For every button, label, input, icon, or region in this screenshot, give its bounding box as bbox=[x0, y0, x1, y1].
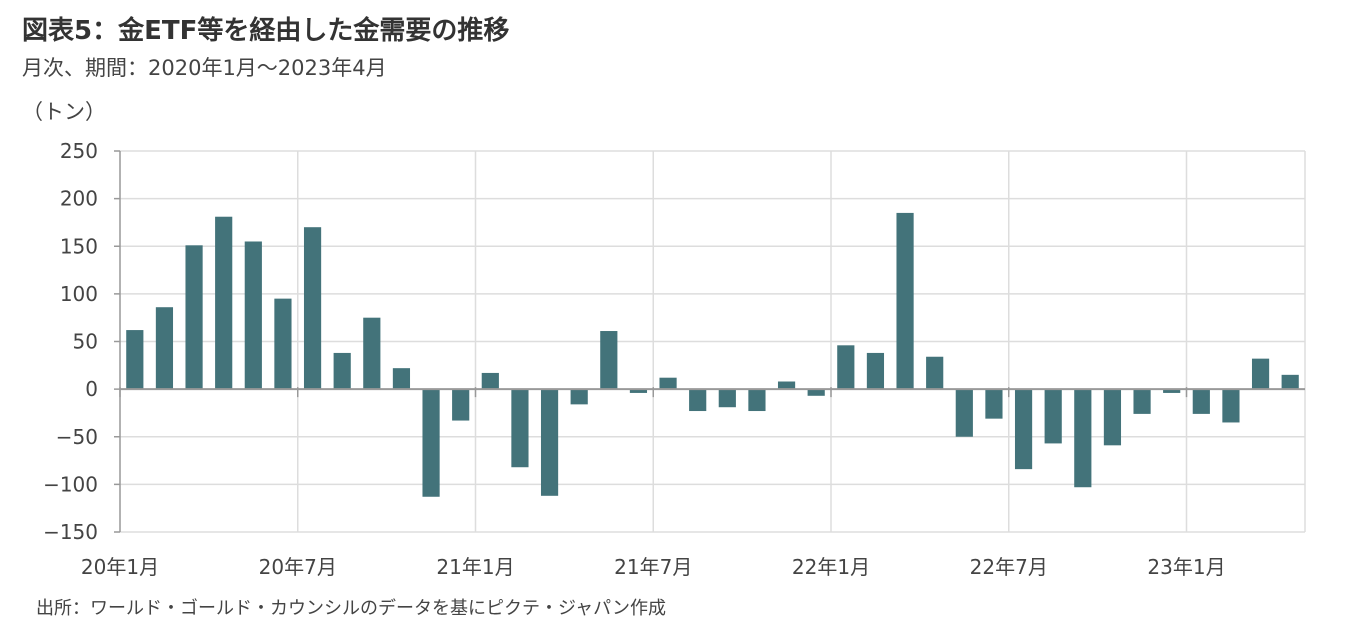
bar-2020-11 bbox=[422, 389, 440, 497]
bar-2022-12 bbox=[1163, 389, 1181, 393]
bar-2021-07 bbox=[659, 377, 677, 390]
bar-2021-09 bbox=[718, 389, 736, 408]
bar-2022-08 bbox=[1044, 389, 1062, 444]
y-axis-tick-labels: 250 200 150 100 50 0 −50 −100 −150 bbox=[43, 139, 98, 544]
bar-2022-07 bbox=[1014, 389, 1033, 470]
y-tick-label: 50 bbox=[73, 330, 98, 354]
y-tick-label: 0 bbox=[85, 377, 98, 401]
y-tick-label: −150 bbox=[43, 520, 98, 544]
bar-2023-01 bbox=[1192, 389, 1210, 414]
chart-subtitle: 月次、期間：2020年1月～2023年4月 bbox=[22, 56, 387, 80]
bar-2021-01 bbox=[481, 372, 499, 390]
x-tick-label: 21年7月 bbox=[614, 555, 692, 579]
x-axis-tick-labels: 20年1月 20年7月 21年1月 21年7月 22年1月 22年7月 23年1月 bbox=[81, 555, 1226, 579]
chart-title: 図表5：金ETF等を経由した金需要の推移 bbox=[22, 16, 510, 46]
bar-2022-03 bbox=[896, 212, 914, 390]
x-tick-label: 22年1月 bbox=[792, 555, 870, 579]
x-tick-label: 20年1月 bbox=[81, 555, 159, 579]
bar-2023-02 bbox=[1222, 389, 1240, 423]
bar-2020-10 bbox=[392, 368, 411, 390]
bar-2021-06 bbox=[629, 389, 648, 393]
bar-2020-12 bbox=[452, 389, 470, 421]
bar-2022-11 bbox=[1133, 389, 1151, 414]
bar-2020-04 bbox=[215, 216, 233, 390]
source-note: 出所：ワールド・ゴールド・カウンシルのデータを基にピクテ・ジャパン作成 bbox=[36, 598, 666, 619]
bar-2020-09 bbox=[363, 317, 381, 390]
bar-2020-02 bbox=[155, 307, 174, 390]
bar-2021-08 bbox=[689, 389, 707, 412]
bar-2022-04 bbox=[926, 356, 944, 390]
bar-2020-06 bbox=[274, 298, 292, 390]
bar-2020-05 bbox=[244, 241, 262, 390]
bar-2021-03 bbox=[540, 389, 559, 496]
bar-2022-02 bbox=[866, 352, 885, 390]
y-tick-label: −50 bbox=[56, 425, 98, 449]
y-tick-label: −100 bbox=[43, 472, 98, 496]
bar-2022-05 bbox=[955, 389, 973, 437]
y-axis-unit-label: （トン） bbox=[22, 100, 106, 124]
x-tick-label: 20年7月 bbox=[259, 555, 337, 579]
bar-2022-09 bbox=[1074, 389, 1092, 488]
bar-2021-12 bbox=[807, 389, 825, 396]
bar-2021-05 bbox=[600, 331, 618, 390]
y-tick-label: 150 bbox=[60, 234, 98, 258]
x-tick-label: 21年1月 bbox=[436, 555, 514, 579]
bar-2021-02 bbox=[511, 389, 529, 468]
y-tick-label: 100 bbox=[60, 282, 98, 306]
bar-2020-07 bbox=[303, 227, 322, 390]
bar-2022-10 bbox=[1103, 389, 1122, 446]
bar-2021-10 bbox=[748, 389, 766, 412]
y-tick-label: 250 bbox=[60, 139, 98, 163]
bar-series bbox=[126, 212, 1299, 497]
grid-lines bbox=[120, 150, 1306, 533]
bar-2022-01 bbox=[837, 345, 855, 390]
y-tick-label: 200 bbox=[60, 187, 98, 211]
x-tick-label: 23年1月 bbox=[1147, 555, 1225, 579]
bar-2023-03 bbox=[1251, 358, 1270, 390]
bar-2021-11 bbox=[777, 381, 796, 390]
bar-2020-03 bbox=[185, 245, 203, 390]
axes bbox=[114, 150, 1305, 533]
bar-2020-08 bbox=[333, 352, 351, 390]
bar-2023-04 bbox=[1281, 374, 1299, 390]
x-tick-label: 22年7月 bbox=[970, 555, 1048, 579]
bar-2022-06 bbox=[985, 389, 1003, 419]
bar-2020-01 bbox=[126, 330, 144, 390]
bar-2021-04 bbox=[570, 389, 588, 405]
